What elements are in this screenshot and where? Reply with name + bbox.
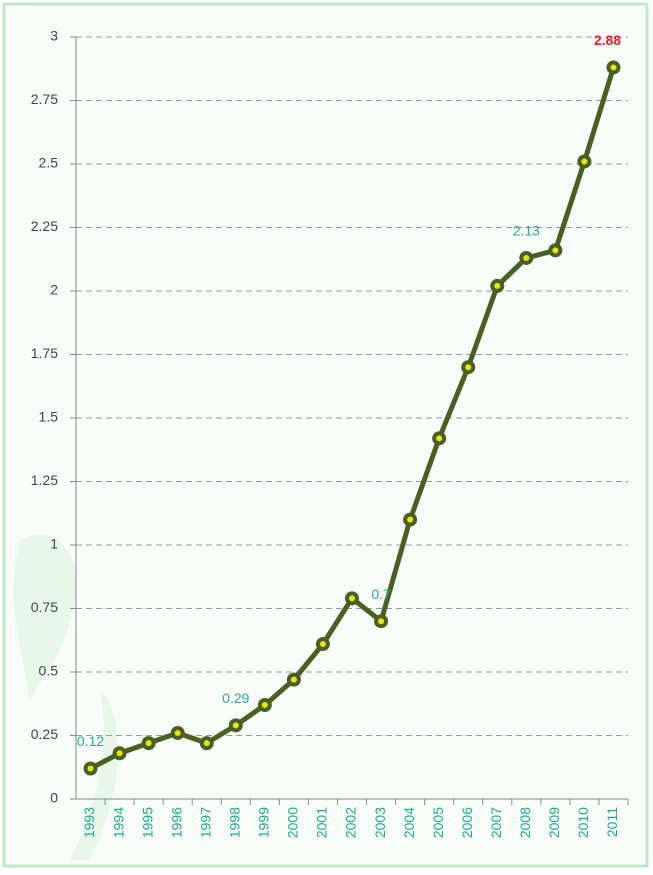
marker-center bbox=[581, 158, 588, 165]
x-tick-label: 2011 bbox=[604, 807, 620, 837]
y-tick-label: 0 bbox=[50, 790, 58, 806]
data-label: 2.13 bbox=[513, 223, 540, 239]
y-tick-label: 3 bbox=[50, 28, 58, 44]
marker-center bbox=[494, 282, 501, 289]
x-tick-label: 2002 bbox=[343, 807, 359, 838]
x-tick-label: 2004 bbox=[401, 807, 417, 838]
data-label: 0.7 bbox=[371, 586, 391, 602]
x-tick-label: 1998 bbox=[226, 807, 242, 838]
x-tick-label: 1995 bbox=[139, 807, 155, 838]
marker-center bbox=[523, 254, 530, 261]
x-tick-label: 2001 bbox=[314, 807, 330, 838]
y-tick-label: 0.25 bbox=[31, 726, 58, 742]
x-tick-label: 2010 bbox=[575, 807, 591, 838]
marker-center bbox=[145, 740, 152, 747]
x-tick-label: 1999 bbox=[256, 807, 272, 838]
x-tick-label: 1996 bbox=[168, 807, 184, 838]
marker-center bbox=[87, 765, 94, 772]
marker-center bbox=[610, 64, 617, 71]
marker-center bbox=[319, 641, 326, 648]
decoration bbox=[70, 690, 119, 860]
x-tick-label: 1994 bbox=[110, 807, 126, 838]
marker-center bbox=[261, 702, 268, 709]
x-tick-label: 2000 bbox=[285, 807, 301, 838]
marker-center bbox=[232, 722, 239, 729]
y-tick-label: 0.5 bbox=[39, 663, 59, 679]
y-tick-label: 1.25 bbox=[31, 472, 58, 488]
x-tick-label: 1993 bbox=[81, 807, 97, 838]
marker-center bbox=[407, 516, 414, 523]
x-tick-label: 2009 bbox=[546, 807, 562, 838]
marker-center bbox=[290, 676, 297, 683]
marker-center bbox=[116, 750, 123, 757]
data-label: 0.29 bbox=[222, 690, 249, 706]
y-tick-label: 2 bbox=[50, 282, 58, 298]
marker-center bbox=[174, 729, 181, 736]
marker-center bbox=[436, 435, 443, 442]
x-tick-label: 1997 bbox=[197, 807, 213, 838]
x-tick-label: 2003 bbox=[372, 807, 388, 838]
y-tick-label: 1.75 bbox=[31, 345, 58, 361]
y-tick-label: 0.75 bbox=[31, 599, 58, 615]
marker-center bbox=[465, 364, 472, 371]
marker-center bbox=[349, 595, 355, 602]
marker-center bbox=[552, 247, 559, 254]
y-tick-label: 2.5 bbox=[39, 155, 59, 171]
y-tick-label: 2.25 bbox=[31, 218, 58, 234]
x-tick-label: 2008 bbox=[517, 807, 533, 838]
x-tick-label: 2007 bbox=[488, 807, 504, 838]
x-tick-label: 2006 bbox=[459, 807, 475, 838]
decoration bbox=[13, 534, 77, 700]
x-tick-label: 2005 bbox=[430, 807, 446, 838]
y-tick-label: 2.75 bbox=[31, 91, 58, 107]
y-tick-label: 1 bbox=[50, 536, 58, 552]
marker-center bbox=[378, 618, 385, 625]
marker-center bbox=[203, 740, 210, 747]
y-tick-label: 1.5 bbox=[39, 409, 59, 425]
data-label: 2.88 bbox=[594, 32, 621, 48]
data-label: 0.12 bbox=[77, 733, 104, 749]
